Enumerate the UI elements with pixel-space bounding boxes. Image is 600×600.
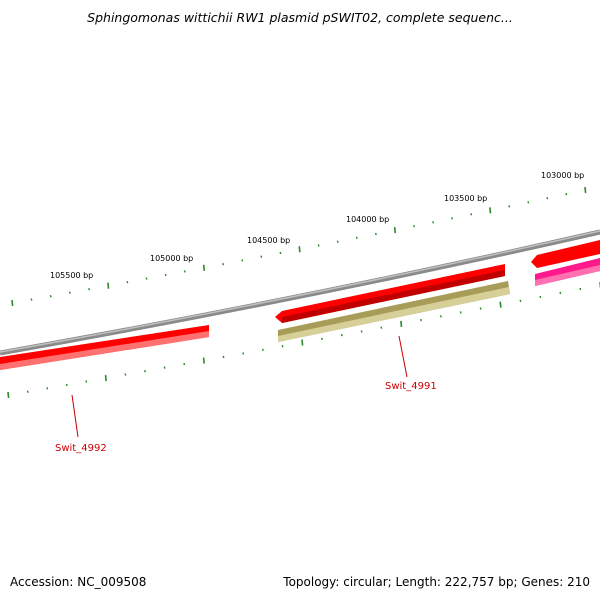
- topology-summary: Topology: circular; Length: 222,757 bp; …: [283, 575, 590, 589]
- outer-tick-minor: [470, 213, 473, 216]
- outer-tick-minor: [451, 217, 454, 220]
- accession-label: Accession: NC_009508: [10, 575, 147, 589]
- outer-tick-major: [11, 299, 14, 307]
- outer-tick-minor: [164, 273, 167, 277]
- inner-tick-minor: [183, 362, 186, 366]
- outer-tick-minor: [241, 259, 244, 262]
- inner-tick-minor: [519, 299, 522, 303]
- outer-tick-minor: [336, 240, 339, 243]
- inner-tick-minor: [46, 387, 49, 390]
- gene-swit-4991[interactable]: [278, 281, 510, 342]
- inner-tick-minor: [65, 383, 68, 387]
- leader-line-swit-4992: [71, 394, 79, 438]
- tick-label-105500: 105500 bp: [50, 271, 93, 280]
- inner-tick-major: [104, 374, 107, 382]
- tick-label-103000: 103000 bp: [541, 171, 584, 180]
- outer-tick-minor: [222, 262, 225, 266]
- inner-tick-minor: [459, 311, 462, 314]
- outer-tick-minor: [183, 270, 186, 273]
- outer-tick-minor: [374, 232, 377, 236]
- outer-tick-minor: [355, 236, 358, 240]
- inner-tick-minor: [321, 337, 324, 341]
- outer-tick-minor: [68, 291, 71, 294]
- inner-tick-minor: [380, 326, 383, 329]
- inner-tick-major: [400, 320, 403, 327]
- inner-tick-minor: [539, 295, 542, 299]
- gene-label-swit-4991[interactable]: Swit_4991: [385, 381, 437, 392]
- outer-tick-minor: [413, 225, 416, 228]
- tick-label-105000: 105000 bp: [150, 254, 193, 263]
- inner-tick-minor: [360, 330, 363, 333]
- outer-tick-minor: [508, 205, 511, 208]
- inner-tick-minor: [222, 355, 225, 359]
- outer-tick-major: [298, 246, 301, 253]
- outer-tick-minor: [30, 298, 33, 301]
- inner-tick-minor: [85, 380, 88, 383]
- outer-tick-minor: [317, 244, 320, 247]
- inner-tick-minor: [163, 366, 166, 369]
- map-title: Sphingomonas wittichii RW1 plasmid pSWIT…: [87, 10, 513, 25]
- inner-tick-minor: [439, 315, 442, 318]
- outer-tick-minor: [145, 277, 148, 280]
- outer-tick-minor: [527, 201, 530, 204]
- outer-tick-major: [584, 186, 587, 194]
- outer-tick-minor: [546, 197, 549, 200]
- outer-tick-major: [202, 264, 206, 271]
- gene-red-arrow-center[interactable]: [275, 264, 505, 323]
- outer-tick-major: [393, 227, 397, 234]
- inner-tick-minor: [124, 373, 127, 376]
- inner-tick-minor: [242, 352, 245, 355]
- gene-swit-4992[interactable]: [0, 325, 209, 370]
- gene-red-arrow-right[interactable]: [531, 240, 600, 268]
- inner-tick-minor: [340, 333, 343, 337]
- outer-tick-track: [11, 186, 587, 307]
- inner-tick-minor: [420, 318, 422, 322]
- gene-label-swit-4992[interactable]: Swit_4992: [55, 443, 107, 454]
- outer-tick-minor: [49, 294, 52, 298]
- outer-tick-major: [489, 207, 492, 214]
- outer-tick-minor: [260, 255, 263, 258]
- outer-tick-minor: [88, 288, 91, 291]
- outer-tick-minor: [565, 192, 568, 196]
- tick-label-103500: 103500 bp: [444, 194, 487, 203]
- inner-tick-track: [7, 282, 600, 399]
- outer-tick-minor: [126, 280, 129, 284]
- tick-label-104500: 104500 bp: [247, 236, 290, 245]
- inner-tick-minor: [559, 291, 562, 295]
- inner-tick-minor: [144, 369, 146, 373]
- leader-line-swit-4991: [398, 335, 408, 378]
- backbone-arc: [0, 229, 600, 356]
- outer-tick-minor: [432, 221, 435, 224]
- inner-tick-major: [7, 391, 10, 399]
- tick-label-104000: 104000 bp: [346, 215, 389, 224]
- outer-tick-minor: [279, 251, 282, 255]
- outer-tick-major: [107, 282, 110, 289]
- gene-pink-right[interactable]: [535, 258, 600, 286]
- inner-tick-minor: [261, 348, 264, 351]
- inner-tick-minor: [281, 344, 284, 348]
- inner-tick-minor: [479, 307, 482, 310]
- inner-tick-minor: [26, 390, 29, 393]
- inner-tick-major: [202, 357, 205, 364]
- inner-tick-major: [499, 301, 502, 308]
- inner-tick-major: [301, 339, 304, 346]
- inner-tick-minor: [579, 287, 582, 291]
